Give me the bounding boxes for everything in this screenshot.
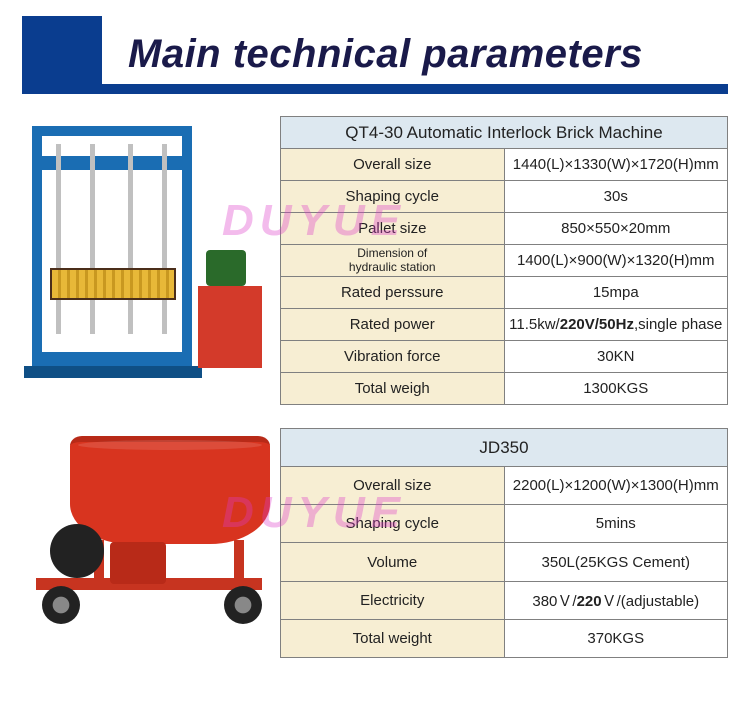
spec-label: Shaping cycle (281, 181, 505, 213)
header-accent-block (22, 16, 102, 94)
product2-block: DUYUE JD350Overall size2200(L)×1200(W)×1… (22, 428, 728, 658)
page-title: Main technical parameters (128, 32, 643, 77)
spec-label: Electricity (281, 581, 505, 619)
brick-machine-illustration (22, 116, 270, 396)
spec-label: Rated power (281, 309, 505, 341)
spec-value: 5mins (504, 505, 728, 543)
product2-spec-table: JD350Overall size2200(L)×1200(W)×1300(H)… (280, 428, 728, 658)
spec-value: 1440(L)×1330(W)×1720(H)mm (504, 149, 728, 181)
spec-value: 350L(25KGS Cement) (504, 543, 728, 581)
product2-image: DUYUE (22, 428, 280, 658)
spec-value: 11.5kw/220V/50Hz,single phase (504, 309, 728, 341)
table-title: QT4-30 Automatic Interlock Brick Machine (281, 117, 728, 149)
spec-label: Vibration force (281, 341, 505, 373)
spec-label: Dimension ofhydraulic station (281, 245, 505, 277)
spec-label: Volume (281, 543, 505, 581)
table-title: JD350 (281, 429, 728, 467)
spec-value: 2200(L)×1200(W)×1300(H)mm (504, 467, 728, 505)
spec-label: Shaping cycle (281, 505, 505, 543)
mixer-illustration (22, 428, 270, 658)
header: Main technical parameters (22, 16, 728, 94)
spec-label: Pallet size (281, 213, 505, 245)
spec-label: Total weight (281, 619, 505, 657)
spec-value: 370KGS (504, 619, 728, 657)
spec-label: Overall size (281, 467, 505, 505)
spec-label: Total weigh (281, 373, 505, 405)
spec-value: 30s (504, 181, 728, 213)
header-underline (102, 84, 728, 94)
spec-value: 380Ｖ/220Ｖ/(adjustable) (504, 581, 728, 619)
spec-value: 850×550×20mm (504, 213, 728, 245)
product1-image: DUYUE (22, 116, 280, 405)
product1-spec-table: QT4-30 Automatic Interlock Brick Machine… (280, 116, 728, 405)
spec-value: 1400(L)×900(W)×1320(H)mm (504, 245, 728, 277)
spec-value: 30KN (504, 341, 728, 373)
spec-label: Rated perssure (281, 277, 505, 309)
spec-value: 1300KGS (504, 373, 728, 405)
spec-label: Overall size (281, 149, 505, 181)
product1-block: DUYUE QT4-30 Automatic Interlock Brick M… (22, 116, 728, 405)
spec-value: 15mpa (504, 277, 728, 309)
